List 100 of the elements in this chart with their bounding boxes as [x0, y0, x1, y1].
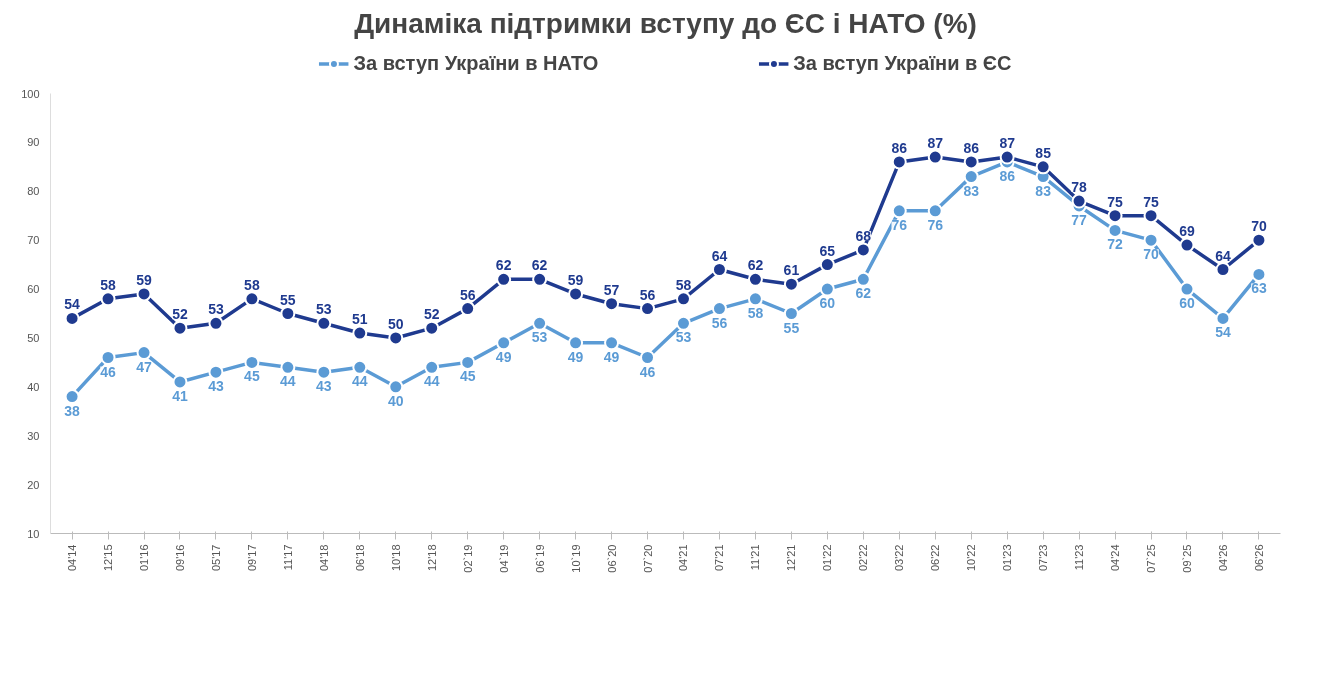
x-tick-label: 06'26: [1252, 544, 1265, 572]
point: [244, 291, 260, 307]
point: [604, 335, 620, 351]
data-label: 49: [567, 348, 584, 365]
data-label: 40: [387, 392, 404, 409]
data-label: 49: [603, 348, 620, 365]
point: [136, 345, 152, 361]
chart-title: Динаміка підтримки вступу до ЄС і НАТО (%): [354, 7, 977, 39]
data-label: 86: [963, 139, 980, 156]
data-label: 83: [963, 182, 980, 199]
data-label: 52: [423, 306, 440, 323]
point: [1215, 262, 1231, 277]
x-tick-label: 01'16: [138, 544, 151, 572]
data-label: 44: [423, 373, 440, 390]
data-label: 62: [855, 285, 872, 302]
data-label: 76: [927, 216, 944, 233]
data-label: 46: [100, 363, 117, 380]
data-label: 87: [999, 135, 1016, 152]
x-tick-label: 09'17: [245, 544, 258, 572]
point: [891, 154, 907, 170]
point: [711, 262, 727, 277]
data-label: 77: [1071, 211, 1088, 228]
data-label: 59: [136, 271, 153, 288]
x-tick-label: 06`20: [605, 544, 618, 573]
data-label: 55: [280, 291, 296, 308]
y-tick-label: 50: [27, 331, 40, 344]
data-label: 45: [459, 368, 476, 385]
x-tick-label: 07`20: [641, 544, 654, 573]
point: [496, 271, 512, 287]
data-label: 61: [783, 262, 800, 279]
point: [172, 374, 188, 390]
point: [1179, 237, 1195, 253]
x-tick-label: 02`19: [461, 544, 474, 573]
data-label: 58: [747, 304, 764, 321]
x-tick-label: 04'21: [677, 544, 690, 572]
point: [927, 203, 943, 219]
point: [1035, 159, 1051, 175]
data-label: 44: [280, 373, 296, 390]
data-label: 72: [1107, 236, 1124, 253]
y-tick-label: 40: [27, 380, 40, 393]
data-label: 51: [352, 311, 368, 328]
point: [280, 306, 296, 321]
data-label: 70: [1251, 218, 1267, 235]
data-label: 57: [603, 281, 620, 298]
x-tick-label: 06'22: [929, 544, 942, 572]
data-label: 65: [819, 242, 836, 259]
data-label: 56: [711, 314, 728, 331]
x-tick-label: 01'23: [1001, 544, 1014, 572]
data-label: 53: [208, 301, 224, 318]
data-label: 47: [136, 358, 153, 375]
x-tick-label: 10'18: [389, 544, 402, 572]
point: [1179, 281, 1195, 297]
data-label: 64: [1215, 247, 1231, 264]
point: [927, 149, 943, 165]
data-label: 58: [675, 276, 692, 293]
point: [819, 281, 835, 297]
data-label: 63: [1251, 280, 1267, 297]
data-label: 59: [567, 271, 584, 288]
data-label: 60: [819, 295, 836, 312]
point: [891, 203, 907, 219]
data-label: 50: [387, 315, 404, 332]
point: [855, 242, 871, 258]
x-tick-label: 06'18: [353, 544, 366, 572]
data-label: 58: [100, 276, 117, 293]
point: [1251, 232, 1267, 248]
data-label: 53: [675, 329, 692, 346]
data-label: 46: [639, 363, 656, 380]
point: [999, 149, 1015, 165]
data-label: 49: [495, 348, 512, 365]
point: [532, 271, 548, 287]
point: [783, 276, 799, 292]
point: [747, 271, 763, 287]
data-label: 70: [1143, 246, 1160, 263]
data-label: 64: [711, 247, 728, 264]
x-tick-label: 11'17: [281, 544, 294, 571]
point: [532, 315, 548, 331]
data-label: 44: [352, 373, 368, 390]
x-tick-label: 04'26: [1216, 544, 1229, 572]
data-label: 54: [64, 296, 81, 313]
point: [783, 306, 799, 321]
y-tick-label: 70: [27, 234, 40, 247]
point: [388, 379, 404, 395]
data-label: 56: [639, 286, 656, 303]
y-tick-label: 60: [27, 283, 40, 296]
data-label: 87: [927, 135, 944, 152]
data-label: 43: [316, 378, 332, 395]
x-tick-label: 12'21: [785, 544, 798, 572]
point: [1071, 193, 1087, 209]
data-label: 62: [495, 257, 512, 274]
x-tick-label: 05'17: [209, 544, 222, 572]
point: [136, 286, 152, 302]
x-tick-label: 01'22: [821, 544, 834, 572]
point: [424, 320, 440, 336]
data-label: 75: [1143, 193, 1160, 210]
x-tick-label: 12'15: [102, 544, 115, 572]
point: [747, 291, 763, 307]
point: [100, 350, 116, 365]
point: [675, 291, 691, 307]
data-label: 60: [1179, 295, 1195, 312]
x-tick-label: 04'24: [1109, 544, 1122, 572]
